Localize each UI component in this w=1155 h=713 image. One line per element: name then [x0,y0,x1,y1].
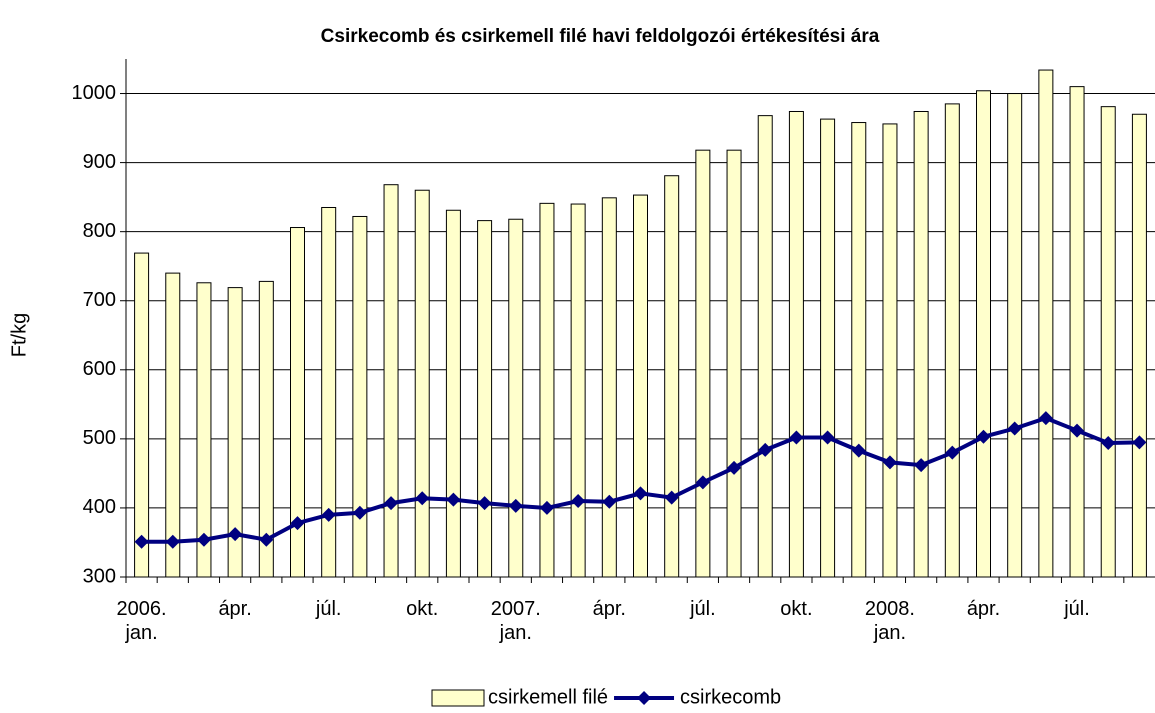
marker [352,505,367,520]
x-tick-label: 2008. jan. [864,598,915,644]
bar [570,203,586,578]
marker [1038,411,1053,426]
y-axis-label: Ft/kg [8,313,30,357]
bar [757,115,773,578]
bar [258,280,274,578]
bar [1007,93,1023,578]
bar [508,218,524,578]
y-tick-label: 600 [83,358,116,380]
legend-swatch [431,689,485,707]
bar [788,110,804,578]
marker [571,494,586,509]
bar [1038,69,1054,578]
marker [1132,435,1147,450]
marker [851,443,866,458]
bar [1131,113,1147,578]
marker [914,458,929,473]
y-tick-label: 500 [83,427,116,449]
marker [446,492,461,507]
bar [633,194,648,578]
bar [944,103,960,578]
legend-label: csirkemell filé [488,686,608,708]
bar [976,90,991,578]
marker [882,455,897,470]
bar [664,175,680,578]
marker [633,486,648,501]
marker [820,430,835,445]
x-tick-label: okt. [406,598,439,620]
x-tick-label: júl. [1064,598,1090,620]
marker [1007,421,1022,436]
marker [196,532,211,547]
legend-marker [637,691,652,705]
y-tick-label: 300 [83,565,116,587]
chart-title: Csirkecomb és csirkemell filé havi feldo… [321,26,880,47]
bar [695,149,711,578]
marker [134,534,149,549]
marker [789,430,804,445]
marker [945,445,960,460]
marker [165,534,180,549]
marker [321,507,336,522]
bar [414,189,430,578]
x-tick-label: ápr. [218,598,252,620]
bar [820,118,836,578]
bar [134,252,150,578]
marker [976,429,991,444]
marker [539,500,554,515]
marker [695,475,710,490]
bar [445,209,461,578]
bar [1069,86,1085,578]
bar [1100,106,1116,578]
legend-label: csirkecomb [680,686,781,708]
marker [415,491,430,506]
bar [165,272,181,578]
x-tick-label: júl. [315,598,342,620]
x-tick-label: ápr. [592,598,626,620]
bar [601,197,617,578]
bar [539,202,555,578]
bar [383,184,399,578]
bar [913,110,929,578]
marker [1070,423,1085,438]
x-tick-label: 2006. jan. [116,598,167,644]
marker [259,532,274,547]
bar [851,122,867,578]
marker [758,442,773,457]
marker [228,527,243,542]
bar [726,149,742,578]
marker [384,496,399,511]
marker [602,494,617,509]
marker [290,516,305,531]
marker [727,460,742,475]
bar [477,220,493,578]
bar [882,123,898,578]
marker [477,496,492,511]
y-tick-label: 700 [83,289,116,311]
y-tick-label: 900 [83,151,116,173]
bar [352,215,368,578]
x-tick-label: 2007. jan. [490,598,541,644]
marker [1101,436,1116,451]
x-tick-label: júl. [690,598,716,620]
marker [664,490,679,505]
y-tick-label: 400 [83,496,116,518]
y-tick-label: 1000 [72,82,117,104]
y-tick-label: 800 [83,220,116,242]
x-tick-label: ápr. [966,598,1001,620]
marker [508,498,523,513]
x-tick-label: okt. [780,598,813,620]
